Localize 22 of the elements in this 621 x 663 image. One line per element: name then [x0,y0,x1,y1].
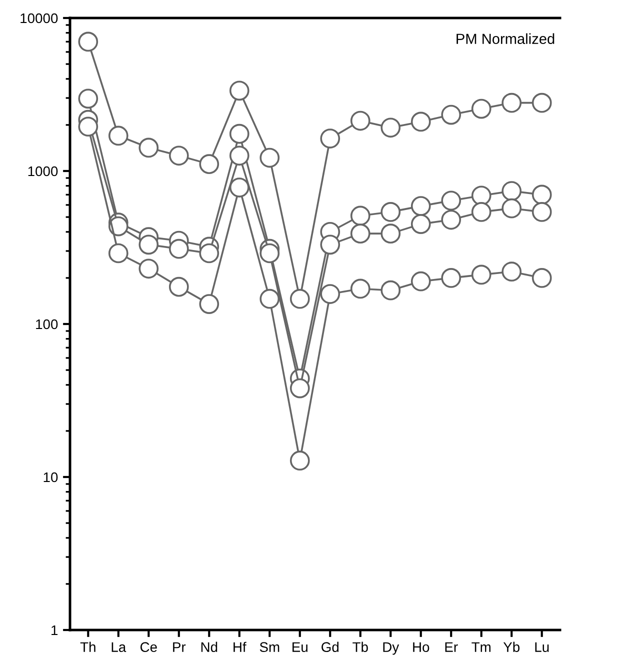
x-tick-label: Hf [234,642,246,652]
x-tick-label: Ce [140,642,157,652]
x-tick-label: Pr [173,642,186,652]
y-tick-label: 10000 [20,13,58,24]
x-tick-label: La [112,642,126,652]
x-tick-label: Th [80,642,96,652]
y-tick-label: 100 [36,319,58,330]
y-tick-label: 1 [52,625,58,636]
x-tick-label: Tb [352,642,368,652]
x-tick-label: Lu [535,642,549,652]
annotation: PM Normalized [456,33,554,44]
x-tick-label: Yb [503,642,520,652]
y-tick-label: 10 [44,472,58,482]
x-tick-label: Dy [383,642,400,655]
x-tick-label: Ho [413,642,430,652]
y-tick-label: 1000 [28,166,58,176]
x-tick-label: Gd [322,642,338,652]
x-tick-label: Eu [292,642,308,652]
x-tick-label: Nd [201,642,218,652]
x-tick-label: Er [445,642,458,652]
x-tick-label: Sm [260,642,280,652]
x-tick-label: Tm [472,642,490,652]
